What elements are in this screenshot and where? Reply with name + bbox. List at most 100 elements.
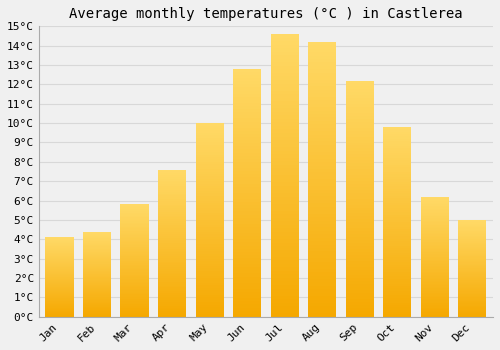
- Bar: [308, 228, 336, 231]
- Bar: [158, 217, 186, 219]
- Bar: [308, 62, 336, 66]
- Bar: [196, 157, 224, 160]
- Bar: [421, 209, 449, 210]
- Bar: [83, 278, 111, 279]
- Bar: [120, 297, 148, 299]
- Bar: [46, 316, 74, 317]
- Bar: [270, 214, 299, 218]
- Bar: [308, 272, 336, 275]
- Bar: [383, 270, 412, 272]
- Bar: [421, 222, 449, 224]
- Bar: [383, 212, 412, 215]
- Bar: [383, 258, 412, 260]
- Bar: [421, 245, 449, 246]
- Bar: [308, 241, 336, 245]
- Bar: [270, 98, 299, 101]
- Bar: [421, 308, 449, 309]
- Bar: [270, 115, 299, 119]
- Bar: [458, 309, 486, 311]
- Bar: [83, 305, 111, 306]
- Bar: [421, 275, 449, 276]
- Bar: [196, 169, 224, 171]
- Bar: [308, 107, 336, 111]
- Bar: [196, 196, 224, 198]
- Bar: [421, 236, 449, 237]
- Bar: [383, 182, 412, 184]
- Bar: [308, 111, 336, 114]
- Bar: [270, 310, 299, 313]
- Bar: [233, 116, 261, 118]
- Bar: [196, 133, 224, 135]
- Bar: [383, 136, 412, 139]
- Bar: [346, 261, 374, 264]
- Bar: [270, 200, 299, 204]
- Bar: [270, 253, 299, 257]
- Bar: [233, 100, 261, 103]
- Bar: [158, 309, 186, 311]
- Bar: [346, 116, 374, 119]
- Bar: [383, 132, 412, 134]
- Bar: [158, 172, 186, 173]
- Bar: [233, 199, 261, 202]
- Bar: [46, 258, 74, 259]
- Bar: [421, 276, 449, 278]
- Bar: [233, 91, 261, 94]
- Bar: [270, 140, 299, 143]
- Bar: [83, 235, 111, 236]
- Bar: [196, 160, 224, 162]
- Bar: [308, 186, 336, 190]
- Bar: [120, 301, 148, 303]
- Bar: [270, 236, 299, 239]
- Bar: [83, 291, 111, 292]
- Bar: [196, 251, 224, 254]
- Bar: [270, 274, 299, 278]
- Bar: [383, 250, 412, 253]
- Bar: [196, 247, 224, 249]
- Bar: [308, 114, 336, 117]
- Bar: [383, 265, 412, 267]
- Bar: [196, 164, 224, 167]
- Bar: [83, 306, 111, 307]
- Bar: [196, 312, 224, 314]
- Bar: [421, 309, 449, 311]
- Bar: [346, 178, 374, 181]
- Bar: [346, 160, 374, 163]
- Bar: [458, 226, 486, 227]
- Bar: [270, 108, 299, 112]
- Bar: [346, 264, 374, 267]
- Bar: [308, 258, 336, 262]
- Bar: [346, 119, 374, 122]
- Bar: [383, 293, 412, 295]
- Bar: [421, 197, 449, 198]
- Bar: [120, 300, 148, 301]
- Bar: [458, 225, 486, 226]
- Bar: [421, 279, 449, 281]
- Bar: [196, 293, 224, 295]
- Bar: [421, 206, 449, 207]
- Bar: [308, 90, 336, 93]
- Bar: [383, 167, 412, 170]
- Bar: [270, 101, 299, 105]
- Bar: [421, 242, 449, 243]
- Bar: [346, 267, 374, 270]
- Bar: [120, 252, 148, 254]
- Bar: [346, 89, 374, 92]
- Bar: [158, 221, 186, 223]
- Bar: [270, 211, 299, 214]
- Bar: [83, 268, 111, 269]
- Bar: [196, 271, 224, 273]
- Bar: [233, 143, 261, 146]
- Bar: [158, 296, 186, 299]
- Bar: [308, 169, 336, 173]
- Bar: [120, 308, 148, 310]
- Bar: [308, 262, 336, 265]
- Bar: [46, 272, 74, 273]
- Bar: [346, 281, 374, 284]
- Bar: [383, 262, 412, 265]
- Bar: [383, 276, 412, 279]
- Bar: [83, 264, 111, 265]
- Bar: [308, 196, 336, 200]
- Bar: [233, 248, 261, 252]
- Bar: [158, 254, 186, 256]
- Bar: [233, 196, 261, 199]
